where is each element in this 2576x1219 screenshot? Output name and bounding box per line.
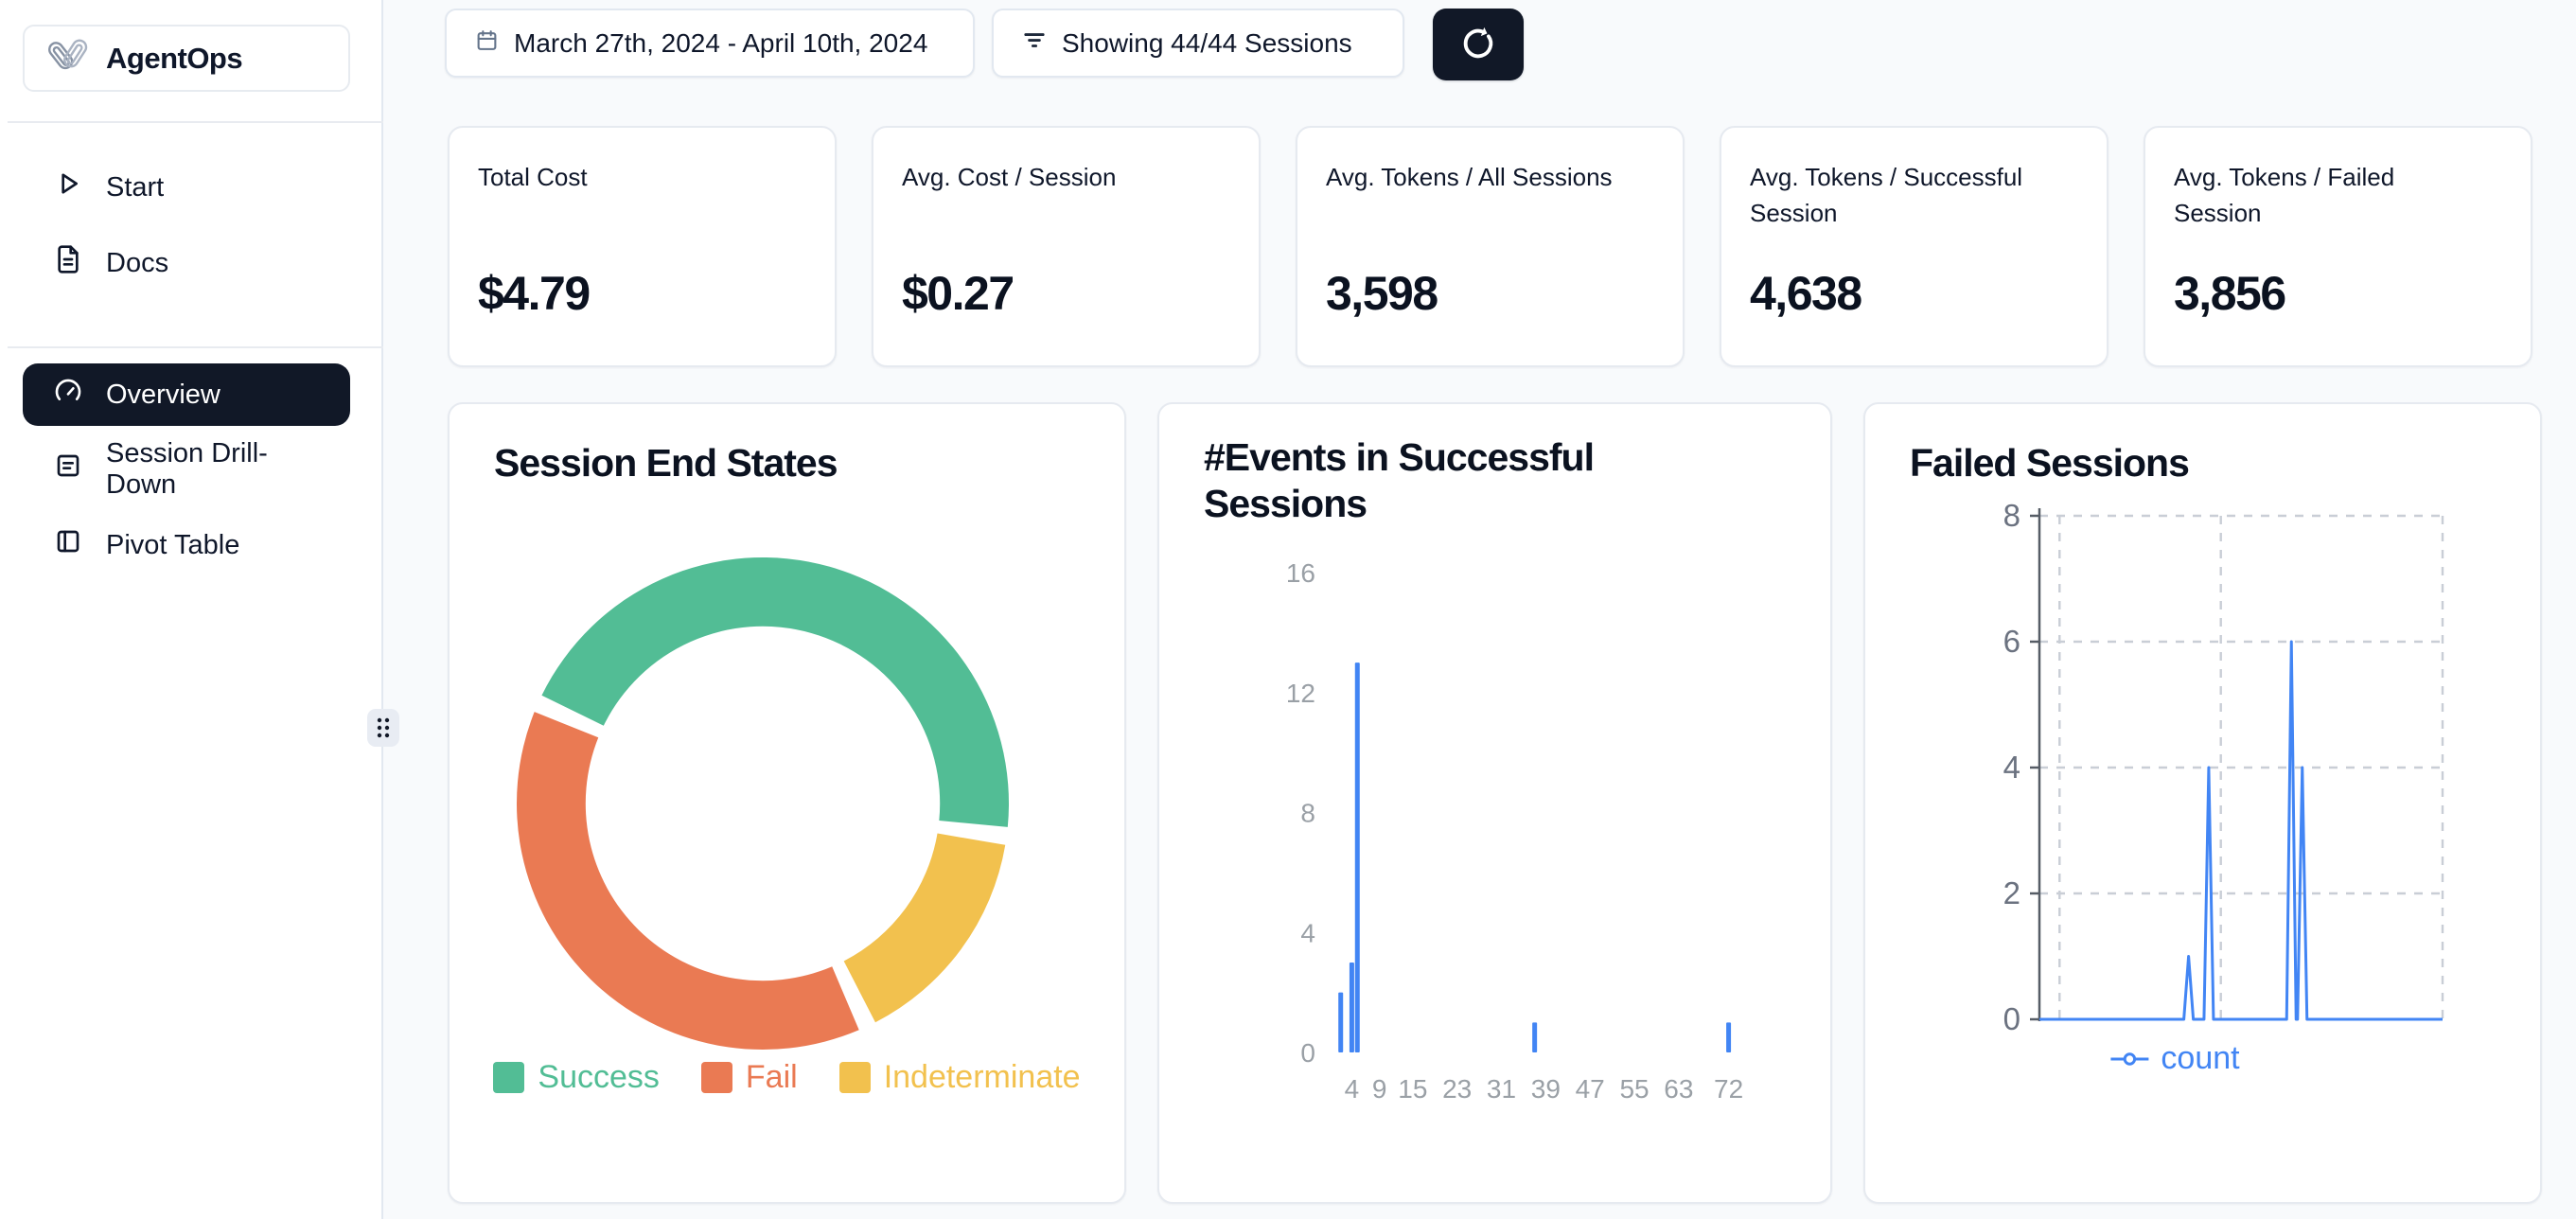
sidebar-item-label: Session Drill-Down bbox=[106, 438, 268, 500]
sidebar-item-start[interactable]: Start bbox=[23, 159, 350, 216]
panel-left-icon bbox=[53, 526, 83, 564]
fail-swatch bbox=[700, 1062, 732, 1093]
failed-sessions-card: Failed Sessions 0 2 4 6 8 count bbox=[1863, 402, 2542, 1204]
legend-label: Success bbox=[538, 1059, 660, 1095]
stat-label: Avg. Tokens / Failed Session bbox=[2174, 163, 2395, 227]
legend-item-indeterminate[interactable]: Indeterminate bbox=[838, 1059, 1081, 1096]
chart-title: Session End States bbox=[494, 441, 838, 485]
sidebar-resize-handle[interactable] bbox=[367, 709, 399, 747]
legend-item-success[interactable]: Success bbox=[493, 1059, 660, 1096]
grip-dots-icon bbox=[377, 717, 390, 738]
stat-value: $4.79 bbox=[478, 267, 591, 320]
svg-text:4: 4 bbox=[2003, 750, 2020, 785]
toolbar: March 27th, 2024 - April 10th, 2024 Show… bbox=[445, 9, 1524, 80]
document-icon bbox=[53, 244, 83, 282]
sessions-filter-button[interactable]: Showing 44/44 Sessions bbox=[992, 9, 1404, 78]
chart-title: #Events in Successful Sessions bbox=[1204, 435, 1595, 526]
stat-card-avg-tokens-failed: Avg. Tokens / Failed Session 3,856 bbox=[2144, 126, 2532, 367]
svg-text:63: 63 bbox=[1664, 1074, 1693, 1104]
legend-label: count bbox=[2161, 1040, 2240, 1076]
svg-text:0: 0 bbox=[1300, 1038, 1315, 1068]
stat-value: 3,856 bbox=[2174, 267, 2286, 320]
svg-text:31: 31 bbox=[1487, 1074, 1516, 1104]
svg-text:9: 9 bbox=[1372, 1074, 1387, 1104]
stat-label: Total Cost bbox=[478, 163, 588, 191]
sidebar-item-label: Start bbox=[106, 171, 165, 203]
legend-label: Fail bbox=[745, 1059, 798, 1095]
events-in-successful-sessions-card: #Events in Successful Sessions 0 4 8 12 16 4 9… bbox=[1157, 402, 1832, 1204]
refresh-button[interactable] bbox=[1433, 9, 1524, 80]
sidebar-divider bbox=[8, 121, 383, 123]
logo[interactable]: AgentOps bbox=[23, 25, 350, 92]
gauge-icon bbox=[53, 376, 83, 414]
svg-text:47: 47 bbox=[1576, 1074, 1605, 1104]
svg-text:4: 4 bbox=[1345, 1074, 1360, 1104]
paperclip-logo-icon bbox=[44, 35, 93, 81]
svg-text:4: 4 bbox=[1300, 918, 1315, 947]
svg-text:23: 23 bbox=[1442, 1074, 1472, 1104]
stat-card-avg-cost-session: Avg. Cost / Session $0.27 bbox=[872, 126, 1261, 367]
sidebar-item-pivot-table[interactable]: Pivot Table bbox=[23, 517, 350, 574]
svg-text:39: 39 bbox=[1531, 1074, 1561, 1104]
svg-text:0: 0 bbox=[2003, 1001, 2020, 1036]
stat-value: 3,598 bbox=[1326, 267, 1438, 320]
svg-text:8: 8 bbox=[2003, 498, 2020, 533]
charts-row: Session End States Success Fail Indeterm… bbox=[448, 402, 2542, 1204]
stat-value: 4,638 bbox=[1750, 267, 1862, 320]
logo-text: AgentOps bbox=[106, 41, 243, 75]
stat-value: $0.27 bbox=[902, 267, 1015, 320]
refresh-icon bbox=[1459, 25, 1497, 65]
svg-text:16: 16 bbox=[1286, 558, 1315, 588]
date-range-label: March 27th, 2024 - April 10th, 2024 bbox=[514, 27, 928, 58]
stat-label: Avg. Tokens / Successful Session bbox=[1750, 163, 2023, 227]
failed-sessions-line-chart[interactable]: 0 2 4 6 8 bbox=[1865, 404, 2542, 1204]
sidebar: AgentOps Start Docs Overview bbox=[0, 0, 383, 1219]
play-icon bbox=[53, 168, 83, 206]
stat-label: Avg. Tokens / All Sessions bbox=[1326, 163, 1613, 191]
legend-label: Indeterminate bbox=[883, 1059, 1081, 1095]
donut-legend: Success Fail Indeterminate bbox=[450, 1059, 1124, 1096]
indeterminate-swatch bbox=[838, 1062, 871, 1093]
sidebar-item-session-drill-down[interactable]: Session Drill-Down bbox=[23, 438, 350, 500]
svg-text:8: 8 bbox=[1300, 799, 1315, 828]
filter-lines-icon bbox=[1022, 27, 1047, 59]
calendar-icon bbox=[475, 28, 499, 59]
list-box-icon bbox=[53, 450, 83, 488]
stat-label: Avg. Cost / Session bbox=[902, 163, 1117, 191]
stat-card-total-cost: Total Cost $4.79 bbox=[448, 126, 837, 367]
legend-item-fail[interactable]: Fail bbox=[700, 1059, 798, 1096]
stat-card-avg-tokens-successful: Avg. Tokens / Successful Session 4,638 bbox=[1720, 126, 2108, 367]
chart-title: Failed Sessions bbox=[1910, 441, 2190, 485]
svg-text:12: 12 bbox=[1286, 679, 1315, 708]
sidebar-item-docs[interactable]: Docs bbox=[23, 235, 350, 292]
sidebar-divider bbox=[8, 346, 383, 348]
session-end-states-donut-chart[interactable] bbox=[450, 513, 1126, 1062]
sidebar-item-label: Overview bbox=[106, 379, 221, 410]
sidebar-item-overview[interactable]: Overview bbox=[23, 363, 350, 426]
sidebar-item-label: Pivot Table bbox=[106, 529, 240, 560]
svg-text:15: 15 bbox=[1398, 1074, 1427, 1104]
svg-text:6: 6 bbox=[2003, 624, 2020, 659]
sessions-filter-label: Showing 44/44 Sessions bbox=[1062, 27, 1352, 58]
svg-text:2: 2 bbox=[2003, 875, 2020, 910]
line-marker-icon bbox=[2110, 1051, 2149, 1066]
svg-text:72: 72 bbox=[1714, 1074, 1743, 1104]
svg-text:55: 55 bbox=[1619, 1074, 1649, 1104]
date-range-button[interactable]: March 27th, 2024 - April 10th, 2024 bbox=[445, 9, 975, 78]
count-series-legend[interactable]: count bbox=[2109, 1040, 2240, 1077]
stat-card-avg-tokens-all: Avg. Tokens / All Sessions 3,598 bbox=[1296, 126, 1685, 367]
sidebar-item-label: Docs bbox=[106, 247, 169, 278]
session-end-states-card: Session End States Success Fail Indeterm… bbox=[448, 402, 1126, 1204]
stat-cards-row: Total Cost $4.79 Avg. Cost / Session $0.… bbox=[448, 126, 2532, 367]
success-swatch bbox=[493, 1062, 525, 1093]
